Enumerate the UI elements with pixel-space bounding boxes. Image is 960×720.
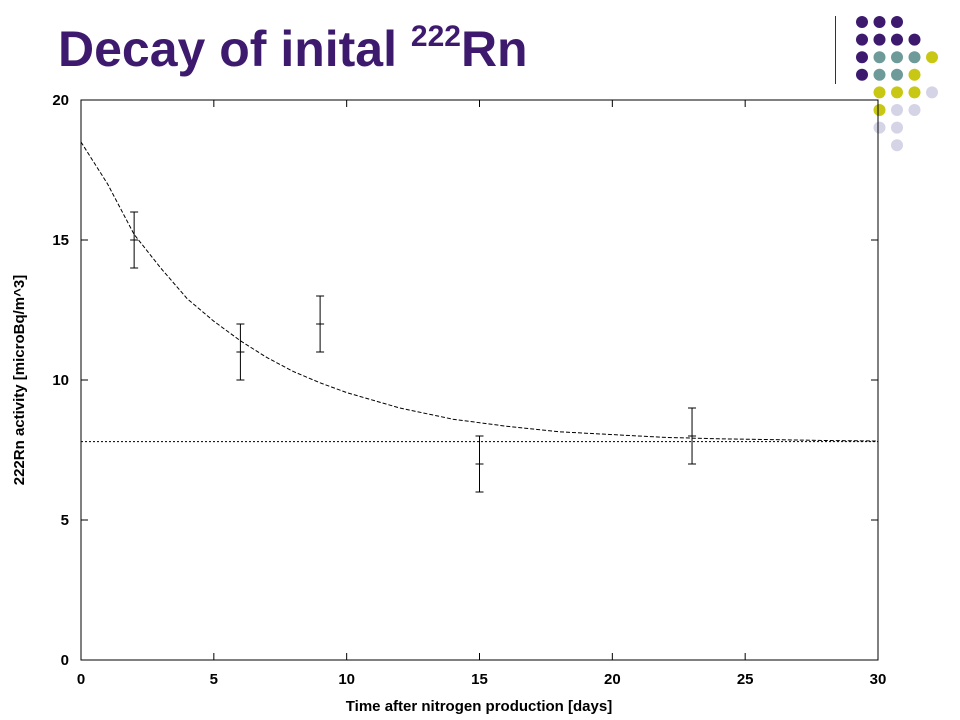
decoration-dot [873, 33, 886, 46]
decoration-dot [891, 86, 903, 99]
decoration-dot [856, 33, 868, 46]
decoration-dot [856, 51, 868, 64]
decoration-dot [908, 33, 921, 46]
y-tick-label: 10 [52, 372, 69, 389]
title-divider-line [835, 16, 836, 84]
decoration-dot [908, 86, 921, 99]
decoration-dot [873, 104, 886, 116]
decoration-dot [873, 68, 886, 81]
decoration-dot [891, 121, 903, 134]
decoration-dot [891, 139, 903, 152]
data-point [236, 323, 245, 381]
y-tick-label: 15 [52, 232, 69, 249]
x-tick-label: 5 [210, 671, 218, 688]
x-tick-label: 30 [870, 671, 887, 688]
title-element: Rn [460, 21, 528, 77]
slide-title: Decay of inital 222Rn [58, 21, 528, 77]
decoration-dot [891, 51, 903, 64]
decoration-dot [908, 104, 921, 116]
fit-curve [80, 141, 879, 442]
decoration-dot [873, 121, 886, 134]
x-tick-label: 0 [77, 671, 85, 688]
title-text: Decay of inital [58, 21, 411, 77]
decoration-dot [891, 104, 903, 116]
curves [80, 141, 879, 443]
decoration-dot [891, 16, 903, 28]
data-point [316, 295, 325, 353]
x-tick-label: 15 [471, 671, 488, 688]
x-axis-label: Time after nitrogen production [days] [346, 698, 612, 715]
decoration-dot [926, 51, 938, 64]
y-tick-label: 5 [61, 512, 69, 529]
title-superscript: 222 [410, 20, 461, 53]
decoration-dot [873, 51, 886, 64]
decoration-dot [891, 68, 903, 81]
x-tick-label: 25 [737, 671, 754, 688]
data-point [130, 211, 139, 269]
decoration-dot [873, 86, 886, 99]
decoration-dot [926, 86, 938, 99]
decoration-dot [908, 68, 921, 81]
decoration-dot [856, 16, 868, 28]
decoration-dot [856, 68, 868, 81]
data-point [475, 435, 484, 493]
decoration-dot [908, 51, 921, 64]
y-axis-label: 222Rn activity [microBq/m^3] [11, 275, 28, 486]
data-point [688, 407, 697, 465]
dot-grid-decoration [856, 16, 938, 152]
x-tick-label: 10 [338, 671, 355, 688]
plot-frame [80, 99, 879, 661]
x-tick-label: 20 [604, 671, 621, 688]
data-points [130, 211, 697, 493]
axis-ticks: 0 5 10 15 20 25 30 0 5 10 15 20 [52, 92, 886, 688]
y-tick-label: 0 [61, 652, 69, 669]
decoration-dot [891, 33, 903, 46]
y-tick-label: 20 [52, 92, 69, 109]
decoration-dot [873, 16, 886, 28]
